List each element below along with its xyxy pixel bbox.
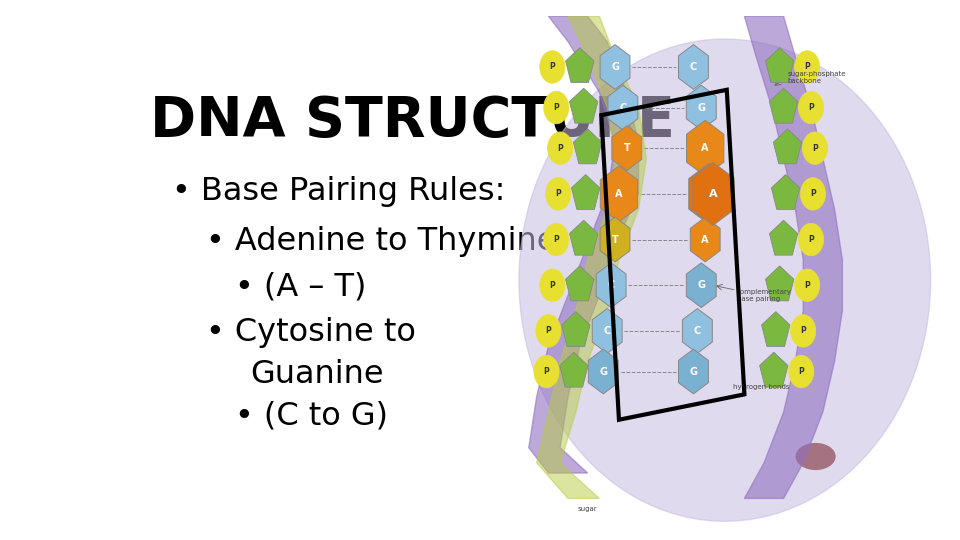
Text: P: P	[558, 144, 563, 153]
Text: • Adenine to Thymine: • Adenine to Thymine	[205, 226, 556, 257]
Text: A: A	[706, 189, 713, 199]
Text: C: C	[604, 326, 611, 336]
Polygon shape	[761, 312, 790, 347]
Polygon shape	[679, 45, 708, 89]
Circle shape	[540, 51, 564, 83]
Text: • (A – T): • (A – T)	[235, 272, 367, 303]
Text: • (C to G): • (C to G)	[235, 401, 388, 431]
Polygon shape	[569, 220, 598, 255]
Ellipse shape	[519, 39, 930, 521]
Circle shape	[536, 315, 561, 347]
Text: hydrogen bonds: hydrogen bonds	[732, 384, 789, 390]
Polygon shape	[560, 352, 588, 387]
Circle shape	[789, 355, 814, 388]
Text: P: P	[555, 190, 561, 198]
Polygon shape	[769, 88, 798, 123]
Text: P: P	[812, 144, 818, 153]
Polygon shape	[600, 45, 630, 89]
Polygon shape	[679, 349, 708, 394]
Text: Guanine: Guanine	[251, 359, 384, 390]
Polygon shape	[765, 266, 794, 301]
Polygon shape	[769, 220, 798, 255]
Polygon shape	[759, 352, 788, 387]
Text: P: P	[801, 326, 806, 335]
Polygon shape	[688, 164, 730, 224]
Polygon shape	[772, 174, 800, 210]
Ellipse shape	[796, 443, 835, 469]
Polygon shape	[612, 126, 641, 171]
Text: P: P	[553, 103, 559, 112]
Polygon shape	[573, 129, 602, 164]
Polygon shape	[683, 308, 712, 353]
Text: DNA STRUCTURE: DNA STRUCTURE	[150, 94, 675, 148]
Polygon shape	[592, 308, 622, 353]
Text: P: P	[804, 281, 810, 290]
Circle shape	[791, 315, 816, 347]
Text: G: G	[689, 367, 697, 376]
Text: P: P	[549, 63, 555, 71]
Text: T: T	[623, 143, 630, 153]
Polygon shape	[565, 266, 594, 301]
Text: C: C	[690, 62, 697, 72]
Text: P: P	[808, 235, 814, 244]
Polygon shape	[596, 263, 626, 308]
Polygon shape	[571, 174, 600, 210]
Text: • Cytosine to: • Cytosine to	[205, 318, 416, 348]
Circle shape	[534, 355, 559, 388]
Polygon shape	[537, 16, 646, 498]
Circle shape	[545, 178, 571, 210]
Text: C: C	[619, 103, 627, 112]
Text: P: P	[549, 281, 555, 290]
Polygon shape	[569, 88, 598, 123]
Polygon shape	[562, 312, 590, 347]
Text: G: G	[697, 280, 706, 290]
Circle shape	[803, 132, 828, 164]
Text: P: P	[545, 326, 551, 335]
Circle shape	[799, 224, 824, 256]
Text: P: P	[810, 190, 816, 198]
Polygon shape	[686, 263, 716, 308]
Text: P: P	[543, 367, 549, 376]
Text: complementary
base pairing: complementary base pairing	[736, 289, 792, 302]
Text: P: P	[799, 367, 804, 376]
Polygon shape	[588, 349, 618, 394]
Circle shape	[540, 269, 564, 301]
Text: P: P	[804, 63, 810, 71]
Polygon shape	[686, 120, 724, 176]
Polygon shape	[744, 16, 843, 498]
Circle shape	[543, 91, 568, 124]
Circle shape	[543, 224, 568, 256]
Polygon shape	[529, 16, 638, 473]
Polygon shape	[765, 48, 794, 83]
Circle shape	[801, 178, 826, 210]
Text: P: P	[553, 235, 559, 244]
Polygon shape	[565, 48, 594, 83]
Circle shape	[795, 269, 820, 301]
Polygon shape	[690, 217, 720, 262]
Circle shape	[795, 51, 820, 83]
Text: C: C	[694, 326, 701, 336]
Polygon shape	[686, 85, 716, 130]
Text: A: A	[708, 189, 717, 199]
Text: G: G	[611, 62, 619, 72]
Text: sugar: sugar	[578, 505, 597, 511]
Circle shape	[799, 91, 824, 124]
Text: C: C	[608, 280, 614, 290]
Text: G: G	[697, 103, 706, 112]
Text: T: T	[612, 234, 618, 245]
Text: G: G	[599, 367, 608, 376]
Text: P: P	[808, 103, 814, 112]
Polygon shape	[608, 85, 637, 130]
Polygon shape	[692, 163, 734, 225]
Text: A: A	[702, 234, 708, 245]
Polygon shape	[600, 166, 637, 222]
Text: • Base Pairing Rules:: • Base Pairing Rules:	[172, 176, 506, 207]
Text: sugar-phosphate
backbone: sugar-phosphate backbone	[787, 71, 846, 84]
Polygon shape	[774, 129, 802, 164]
Circle shape	[547, 132, 573, 164]
Text: A: A	[702, 143, 708, 153]
Polygon shape	[600, 217, 630, 262]
Text: A: A	[615, 189, 623, 199]
